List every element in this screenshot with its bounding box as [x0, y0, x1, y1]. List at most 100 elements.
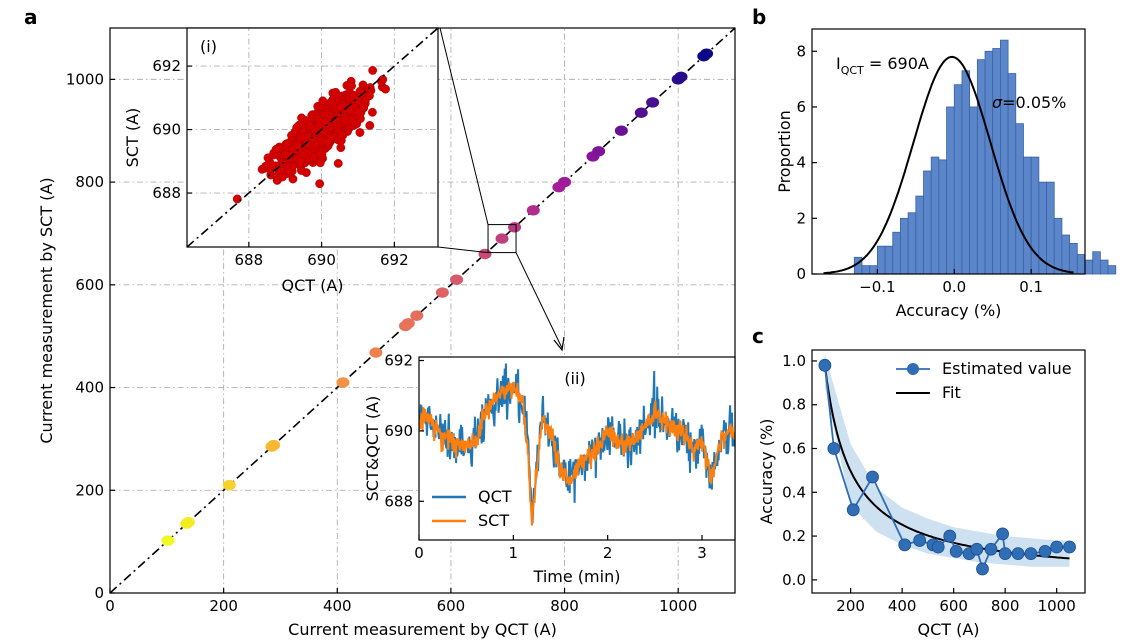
- inset-i-point: [283, 139, 292, 148]
- panel-a-connector: [439, 27, 489, 225]
- inset-ii-xtick-label: 1: [509, 544, 519, 562]
- inset-i-point: [333, 93, 343, 103]
- inset-i-xtick-label: 688: [235, 251, 264, 269]
- panel-c-estimate-point: [1038, 545, 1052, 558]
- panel-b-bar: [907, 212, 917, 275]
- panel-b-bar: [884, 245, 894, 275]
- panel-a-xtick-label: 0: [105, 597, 115, 615]
- panel-b-bar: [1084, 259, 1094, 275]
- inset-i-point: [296, 166, 306, 175]
- panel-a-point: [336, 377, 350, 388]
- inset-i-point: [348, 90, 358, 100]
- panel-c-legend-label-fit: Fit: [942, 383, 961, 402]
- panel-c-estimate-point: [846, 503, 860, 517]
- panel-a-arrowhead: [553, 336, 565, 352]
- panel-label-c: c: [752, 324, 764, 348]
- panel-a-point: [526, 205, 540, 216]
- panel-a-inset-i: 688 690 692 688 690 692 (i) QCT (A) SCT (A): [123, 27, 439, 295]
- panel-c-xtick-label: 800: [991, 597, 1020, 615]
- inset-i-point: [303, 139, 313, 149]
- panel-b-current-annotation: IQCT = 690A: [836, 54, 929, 77]
- panel-b-bar: [946, 106, 955, 275]
- panel-c-estimate-point: [827, 442, 841, 455]
- inset-i-point: [336, 103, 345, 113]
- panel-c-ytick-label: 0.6: [782, 440, 806, 458]
- inset-i-xlabel: QCT (A): [281, 276, 343, 295]
- panel-c-estimate-point: [949, 545, 963, 558]
- panel-b-sigma-value: =0.05%: [1002, 93, 1066, 112]
- inset-i-ytick-label: 692: [152, 57, 181, 75]
- inset-i-point: [310, 140, 320, 150]
- panel-b-ytick-label: 8: [796, 42, 806, 60]
- inset-ii-legend-label: QCT: [478, 487, 512, 506]
- inset-i-point: [333, 159, 343, 168]
- panel-b-bar: [1046, 181, 1055, 275]
- inset-i-point: [368, 107, 377, 117]
- panel-a-identity-line: [109, 27, 736, 594]
- panel-c-estimate-point: [1063, 540, 1076, 554]
- inset-i-ytick-label: 690: [152, 121, 181, 139]
- inset-i-point: [359, 102, 369, 112]
- inset-i-point: [355, 128, 365, 137]
- inset-i-point: [347, 81, 356, 91]
- panel-c-estimate-point: [913, 534, 927, 547]
- panel-a-point: [592, 146, 606, 157]
- inset-i-point: [283, 165, 293, 175]
- panel-c-ytick-label: 1.0: [782, 352, 806, 370]
- panel-b-xlabel: Accuracy (%): [896, 301, 1002, 320]
- panel-b-ytick-label: 4: [796, 154, 806, 172]
- inset-i-point: [232, 194, 242, 204]
- inset-i-point: [352, 119, 362, 129]
- panel-c-estimate-point: [976, 562, 989, 576]
- panel-a-point: [478, 248, 492, 260]
- inset-i-xtick-label: 692: [380, 251, 409, 269]
- inset-ii-series-qct: [419, 363, 735, 524]
- panel-c-xlabel: QCT (A): [917, 620, 979, 639]
- panel-c-estimate-point: [898, 538, 912, 552]
- inset-i-point: [293, 140, 302, 150]
- panel-b-bar: [861, 265, 871, 275]
- panel-a-xtick-label: 400: [323, 597, 352, 615]
- inset-i-point: [320, 117, 330, 127]
- panel-b-bar: [1076, 254, 1086, 275]
- inset-i-ytick-label: 688: [152, 184, 181, 202]
- inset-i-point: [365, 91, 374, 101]
- panel-c-ytick-label: 0.2: [782, 527, 806, 545]
- panel-b-bar: [1092, 251, 1101, 275]
- panel-c-estimate-point: [1024, 547, 1038, 560]
- panel-a-xtick-label: 1000: [659, 597, 697, 615]
- inset-i-ylabel: SCT (A): [123, 108, 142, 168]
- panel-a-point: [508, 222, 522, 233]
- panel-c-ylabel: Accuracy (%): [757, 419, 776, 525]
- panel-c-estimate-point: [818, 358, 832, 372]
- panel-b-histogram: −0.1 0.0 0.1 0 2 4 6 8 Accuracy (%) Proportion IQC…: [775, 28, 1117, 320]
- panel-b-bar: [1107, 265, 1117, 275]
- panel-c-xtick-label: 1000: [1038, 597, 1076, 615]
- inset-i-point: [261, 161, 271, 171]
- panel-c-estimate-point: [984, 542, 998, 556]
- panel-b-xtick-label: 0.0: [942, 278, 966, 296]
- panel-a-point: [267, 439, 281, 451]
- inset-i-point: [280, 150, 290, 160]
- inset-i-point: [340, 116, 350, 126]
- inset-ii-ytick-label: 688: [384, 492, 413, 510]
- inset-i-point: [296, 133, 306, 142]
- panel-a-point: [435, 287, 449, 298]
- panel-a-ylabel: Current measurement by SCT (A): [37, 177, 56, 443]
- panel-c-estimate-point: [943, 529, 957, 543]
- panel-b-xtick-label: 0.1: [1019, 278, 1043, 296]
- panel-a-point: [401, 318, 415, 329]
- panel-b-bar: [1053, 217, 1063, 275]
- panel-c-estimate-point: [996, 527, 1009, 541]
- panel-a-ytick-label: 400: [75, 379, 104, 397]
- panel-c-accuracy: 200 400 600 800 1000 0.0 0.2 0.4 0.6 0.8 1.0 QCT (A…: [757, 349, 1086, 639]
- panel-b-bar: [961, 70, 971, 275]
- panel-c-frame: [811, 349, 1086, 594]
- panel-a-zoom-box: [487, 224, 517, 254]
- inset-ii-lines: [419, 363, 735, 526]
- panel-c-estimate-point: [931, 540, 945, 554]
- inset-i-point: [315, 158, 325, 168]
- panel-b-frame: [811, 28, 1086, 275]
- panel-a-ytick-label: 0: [94, 584, 104, 602]
